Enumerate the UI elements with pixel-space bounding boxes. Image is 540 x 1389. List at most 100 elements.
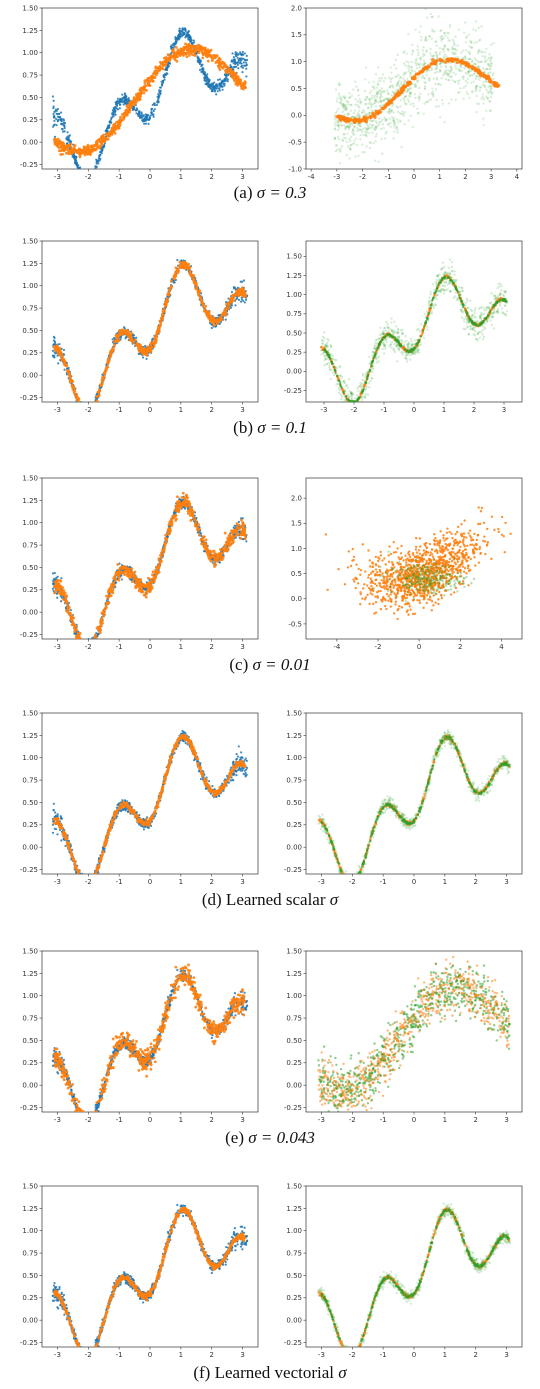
data-point: [66, 131, 68, 133]
data-point: [63, 349, 65, 351]
data-point: [338, 93, 340, 95]
data-point: [99, 159, 101, 161]
data-point: [99, 154, 101, 156]
panel-b-right: -3 -2 -1 0 1 2 3 -0.25 0.00 0.25 0.50 0.75 1.00 1.25 1…: [276, 238, 526, 416]
data-point: [69, 134, 71, 136]
data-point: [411, 70, 413, 72]
data-point: [393, 117, 395, 119]
data-point: [350, 95, 352, 97]
data-point: [484, 55, 486, 57]
data-point: [443, 56, 445, 58]
data-point: [60, 119, 62, 121]
data-point: [240, 301, 242, 303]
chart-a-right: -4 -3 -2 -1 0 1 2 3 4-1.0-0.50.00.51.01.52.0: [276, 5, 526, 183]
data-point: [54, 352, 56, 354]
data-point: [236, 52, 238, 54]
data-point: [160, 317, 163, 320]
data-point: [80, 406, 82, 408]
data-point: [107, 135, 110, 138]
data-point: [79, 173, 81, 175]
data-point: [62, 131, 64, 133]
data-point: [472, 80, 474, 82]
data-point: [378, 117, 380, 119]
data-point: [117, 108, 119, 110]
data-point: [53, 120, 55, 122]
data-point: [335, 88, 337, 90]
data-point: [349, 140, 351, 142]
data-point: [365, 66, 367, 68]
data-point: [364, 151, 366, 153]
data-point: [82, 409, 84, 411]
data-point: [239, 51, 241, 53]
data-point: [381, 152, 383, 154]
data-point: [53, 105, 55, 107]
data-point: [230, 299, 233, 302]
data-point: [55, 108, 57, 110]
data-point: [230, 60, 232, 62]
data-point: [155, 333, 158, 336]
data-point: [465, 41, 467, 43]
data-point: [344, 404, 346, 406]
data-point: [199, 69, 201, 71]
data-point: [369, 147, 371, 149]
data-point: [347, 114, 349, 116]
data-point: [341, 139, 343, 141]
data-point: [403, 101, 405, 103]
data-point: [86, 146, 89, 149]
data-point: [424, 54, 426, 56]
data-point: [94, 404, 96, 406]
data-point: [462, 75, 464, 77]
data-point: [368, 127, 370, 129]
data-point: [378, 360, 380, 362]
data-point: [52, 113, 54, 115]
data-point: [412, 126, 414, 128]
data-point: [482, 102, 484, 104]
data-point: [84, 154, 87, 157]
data-point: [226, 307, 229, 310]
data-point: [371, 132, 373, 134]
data-point: [77, 399, 80, 402]
data-point: [444, 65, 446, 67]
data-point: [116, 338, 119, 341]
data-point: [233, 56, 235, 58]
data-point: [212, 90, 214, 92]
data-point: [467, 65, 470, 68]
data-point: [403, 99, 405, 101]
data-point: [133, 96, 136, 99]
data-point: [170, 285, 173, 288]
data-point: [424, 85, 426, 87]
plot-frame: [306, 8, 522, 169]
data-point: [100, 384, 103, 387]
data-point: [59, 145, 62, 148]
x-tick-label: 1: [179, 406, 183, 414]
data-point: [159, 61, 162, 64]
data-point: [452, 39, 454, 41]
data-point: [440, 40, 442, 42]
data-point: [348, 97, 350, 99]
x-tick-label: -2: [351, 406, 358, 414]
data-point: [153, 110, 155, 112]
data-point: [334, 124, 336, 126]
data-point: [107, 138, 110, 141]
data-point: [79, 172, 81, 174]
data-point: [55, 118, 57, 120]
data-point: [171, 278, 173, 280]
data-point: [448, 49, 450, 51]
y-tick-label: 1.25: [286, 272, 302, 280]
data-point: [139, 350, 142, 353]
data-point: [338, 138, 340, 140]
data-point: [357, 94, 359, 96]
data-point: [233, 59, 235, 61]
x-tick-label: 0: [412, 406, 416, 414]
data-point: [489, 81, 492, 84]
data-point: [93, 406, 95, 408]
data-point: [454, 64, 456, 66]
data-point: [187, 49, 190, 52]
data-point: [164, 304, 167, 307]
data-point: [436, 71, 438, 73]
data-point: [114, 106, 116, 108]
y-tick-label: -0.25: [284, 387, 302, 395]
data-point: [466, 82, 468, 84]
data-point: [187, 33, 189, 35]
data-point: [176, 259, 178, 261]
